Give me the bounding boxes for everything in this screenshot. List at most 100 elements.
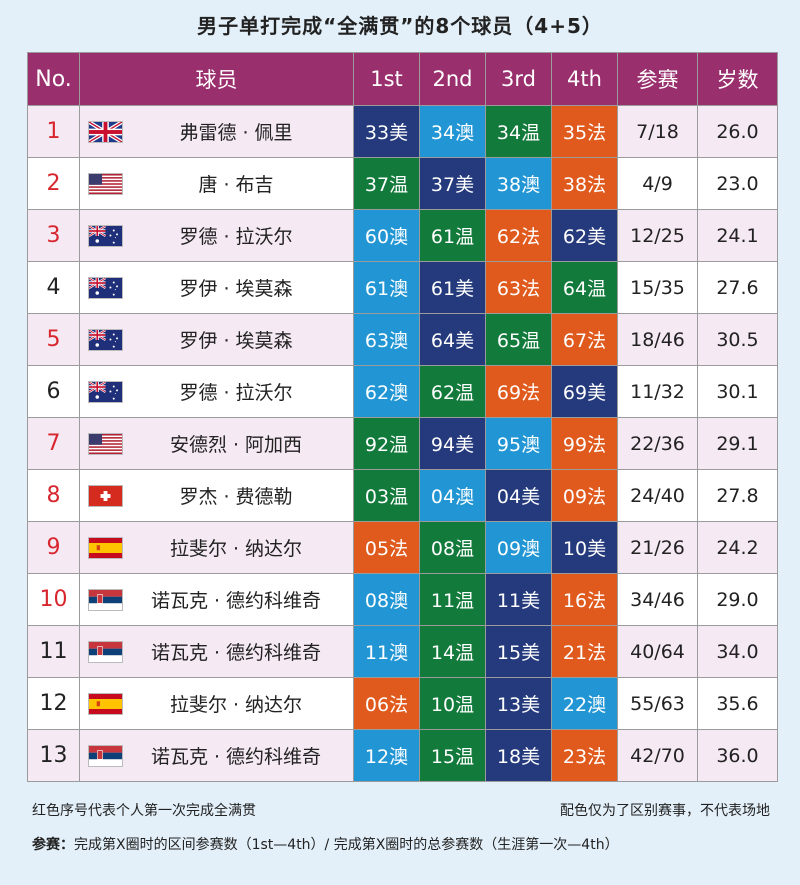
slam-cell: 16法 <box>551 573 618 626</box>
age-cell: 23.0 <box>697 157 778 210</box>
player-name: 罗德 · 拉沃尔 <box>179 226 293 248</box>
entries-cell: 40/64 <box>617 625 698 678</box>
player-wrap: 拉斐尔 · 纳达尔 <box>80 534 353 561</box>
player-wrap: 拉斐尔 · 纳达尔 <box>80 690 353 717</box>
slam-cell: 61美 <box>419 261 486 314</box>
swiss-flag <box>88 484 123 507</box>
table-row: 4 罗伊 · 埃莫森 61澳 61美 63法 64温 15/35 27.6 <box>27 261 778 314</box>
slam-cell: 38澳 <box>485 157 552 210</box>
serbia-flag <box>88 588 123 611</box>
entries-cell: 34/46 <box>617 573 698 626</box>
entries-cell: 22/36 <box>617 417 698 470</box>
player-wrap: 安德烈 · 阿加西 <box>80 430 353 457</box>
player-name: 拉斐尔 · 纳达尔 <box>169 694 303 716</box>
slam-cell: 67法 <box>551 313 618 366</box>
player-wrap: 罗德 · 拉沃尔 <box>80 378 353 405</box>
table-row: 5 罗伊 · 埃莫森 63澳 64美 65温 67法 18/46 30.5 <box>27 313 778 366</box>
australia-flag <box>88 276 123 299</box>
table-row: 12 拉斐尔 · 纳达尔 06法 10温 13美 22澳 55/63 35.6 <box>27 677 778 730</box>
row-number: 12 <box>27 677 80 730</box>
header-2nd: 2nd <box>419 52 486 106</box>
player-wrap: 罗伊 · 埃莫森 <box>80 274 353 301</box>
slam-cell: 92温 <box>353 417 420 470</box>
header-1st: 1st <box>353 52 420 106</box>
slam-cell: 10温 <box>419 677 486 730</box>
header-player: 球员 <box>79 52 354 106</box>
age-cell: 29.0 <box>697 573 778 626</box>
entries-cell: 11/32 <box>617 365 698 418</box>
player-cell: 弗雷德 · 佩里 <box>79 105 354 158</box>
slam-cell: 60澳 <box>353 209 420 262</box>
age-cell: 27.8 <box>697 469 778 522</box>
age-cell: 30.5 <box>697 313 778 366</box>
table-row: 6 罗德 · 拉沃尔 62澳 62温 69法 69美 11/32 30.1 <box>27 365 778 418</box>
slam-cell: 18美 <box>485 729 552 782</box>
row-number: 8 <box>27 469 80 522</box>
player-wrap: 诺瓦克 · 德约科维奇 <box>80 586 353 613</box>
slam-cell: 37温 <box>353 157 420 210</box>
table-row: 7 安德烈 · 阿加西 92温 94美 95澳 99法 22/36 29.1 <box>27 417 778 470</box>
player-name: 拉斐尔 · 纳达尔 <box>169 538 303 560</box>
header-entries: 参赛 <box>617 52 698 106</box>
row-number: 11 <box>27 625 80 678</box>
table-row: 2 唐 · 布吉 37温 37美 38澳 38法 4/9 23.0 <box>27 157 778 210</box>
slam-cell: 23法 <box>551 729 618 782</box>
slam-cell: 64美 <box>419 313 486 366</box>
player-wrap: 罗德 · 拉沃尔 <box>80 222 353 249</box>
row-number: 4 <box>27 261 80 314</box>
player-name: 诺瓦克 · 德约科维奇 <box>150 642 322 664</box>
slam-cell: 05法 <box>353 521 420 574</box>
player-wrap: 罗伊 · 埃莫森 <box>80 326 353 353</box>
slam-cell: 04美 <box>485 469 552 522</box>
uk-flag <box>88 120 123 143</box>
player-cell: 罗德 · 拉沃尔 <box>79 209 354 262</box>
slam-cell: 11美 <box>485 573 552 626</box>
player-wrap: 诺瓦克 · 德约科维奇 <box>80 638 353 665</box>
slam-cell: 06法 <box>353 677 420 730</box>
age-cell: 36.0 <box>697 729 778 782</box>
age-cell: 27.6 <box>697 261 778 314</box>
row-number: 3 <box>27 209 80 262</box>
slam-cell: 99法 <box>551 417 618 470</box>
spain-flag <box>88 692 123 715</box>
player-name: 弗雷德 · 佩里 <box>179 122 293 144</box>
slam-cell: 15美 <box>485 625 552 678</box>
header-4th: 4th <box>551 52 618 106</box>
player-name: 罗伊 · 埃莫森 <box>179 330 293 352</box>
header-no: No. <box>27 52 80 106</box>
entries-cell: 42/70 <box>617 729 698 782</box>
slam-cell: 04澳 <box>419 469 486 522</box>
row-number: 2 <box>27 157 80 210</box>
row-number: 10 <box>27 573 80 626</box>
slam-cell: 69美 <box>551 365 618 418</box>
player-name: 罗伊 · 埃莫森 <box>179 278 293 300</box>
player-name: 诺瓦克 · 德约科维奇 <box>150 590 322 612</box>
entries-cell: 21/26 <box>617 521 698 574</box>
age-cell: 30.1 <box>697 365 778 418</box>
slam-cell: 64温 <box>551 261 618 314</box>
table-row: 13 诺瓦克 · 德约科维奇 12澳 15温 18美 23法 42/70 36.0 <box>27 729 778 782</box>
slam-cell: 08澳 <box>353 573 420 626</box>
age-cell: 26.0 <box>697 105 778 158</box>
row-number: 1 <box>27 105 80 158</box>
slam-cell: 35法 <box>551 105 618 158</box>
header-age: 岁数 <box>697 52 778 106</box>
age-cell: 34.0 <box>697 625 778 678</box>
player-cell: 罗伊 · 埃莫森 <box>79 261 354 314</box>
player-wrap: 弗雷德 · 佩里 <box>80 118 353 145</box>
spain-flag <box>88 536 123 559</box>
player-cell: 诺瓦克 · 德约科维奇 <box>79 573 354 626</box>
note-entries-definition: 参赛：完成第X圈时的区间参赛数（1st—4th）/ 完成第X圈时的总参赛数（生涯… <box>32 834 619 854</box>
row-number: 7 <box>27 417 80 470</box>
header-3rd: 3rd <box>485 52 552 106</box>
table-header-row: No. 球员 1st 2nd 3rd 4th 参赛 岁数 <box>27 52 778 106</box>
slam-cell: 63澳 <box>353 313 420 366</box>
slam-cell: 94美 <box>419 417 486 470</box>
player-wrap: 诺瓦克 · 德约科维奇 <box>80 742 353 769</box>
slam-cell: 08温 <box>419 521 486 574</box>
note-entries-label: 参赛： <box>32 837 74 853</box>
age-cell: 29.1 <box>697 417 778 470</box>
australia-flag <box>88 328 123 351</box>
row-number: 5 <box>27 313 80 366</box>
player-name: 罗杰 · 费德勒 <box>179 486 293 508</box>
